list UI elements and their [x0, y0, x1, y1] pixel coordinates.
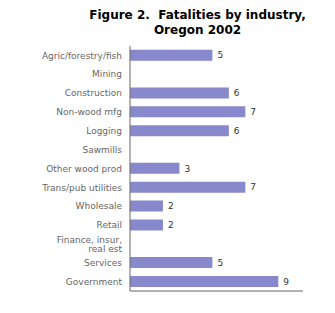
svg-text:Logging: Logging — [86, 126, 122, 136]
svg-text:7: 7 — [250, 182, 256, 192]
svg-text:Government: Government — [66, 277, 123, 287]
svg-text:Trans/pub utilities: Trans/pub utilities — [41, 183, 122, 193]
svg-text:Other wood prod: Other wood prod — [46, 164, 122, 174]
svg-text:Finance, insur,real est: Finance, insur,real est — [57, 235, 123, 254]
svg-text:6: 6 — [234, 126, 240, 136]
svg-text:2: 2 — [168, 220, 174, 230]
svg-text:2: 2 — [168, 201, 174, 211]
svg-text:Retail: Retail — [97, 220, 122, 230]
svg-text:9: 9 — [283, 277, 289, 287]
svg-text:Non-wood mfg: Non-wood mfg — [56, 107, 122, 117]
svg-text:Agric/forestry/fish: Agric/forestry/fish — [42, 51, 122, 61]
svg-text:5: 5 — [217, 50, 223, 60]
svg-text:6: 6 — [234, 88, 240, 98]
html-text:Oregon 2002: Oregon 2002 — [153, 23, 242, 37]
svg-text:3: 3 — [184, 164, 190, 174]
svg-text:Construction: Construction — [65, 88, 122, 98]
html-text:Figure 2. Fatalities by indust: Figure 2. Fatalities by industry, — [89, 8, 306, 22]
svg-text:5: 5 — [217, 258, 223, 268]
svg-text:Sawmills: Sawmills — [82, 145, 122, 155]
svg-text:Mining: Mining — [92, 69, 122, 79]
svg-text:7: 7 — [250, 107, 256, 117]
svg-text:Services: Services — [84, 258, 122, 268]
svg-text:Wholesale: Wholesale — [76, 201, 123, 211]
